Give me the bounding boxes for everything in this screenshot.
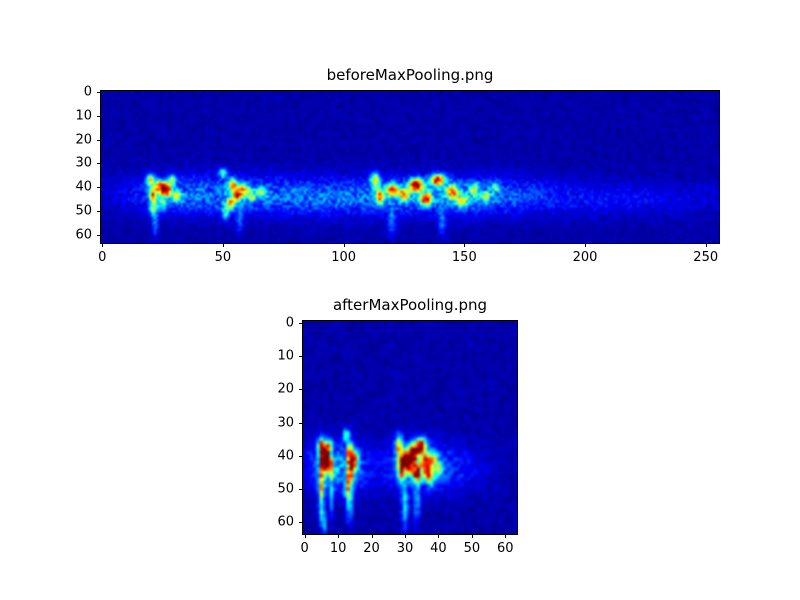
x-tick-mark	[505, 534, 507, 538]
plot-title-before: beforeMaxPooling.png	[326, 66, 494, 84]
x-tick-mark	[471, 534, 473, 538]
y-tick-mark	[97, 92, 101, 94]
y-tick-mark	[97, 210, 101, 212]
y-tick-label: 20	[75, 132, 92, 148]
x-tick-label: 50	[214, 250, 232, 265]
x-tick-label: 0	[300, 541, 309, 556]
x-tick-label: 150	[451, 250, 477, 265]
y-tick-label: 30	[75, 155, 92, 171]
x-tick-label: 250	[693, 250, 719, 265]
y-tick-mark	[299, 455, 303, 457]
y-tick-label: 50	[75, 203, 92, 219]
y-tick-label: 10	[277, 348, 294, 364]
x-tick-label: 100	[331, 250, 357, 265]
y-tick-mark	[299, 489, 303, 491]
x-tick-mark	[585, 243, 587, 247]
y-tick-label: 40	[277, 448, 294, 464]
x-tick-label: 200	[572, 250, 598, 265]
before-maxpooling-plot: beforeMaxPooling.png 0 50 100 150 200 250 0 10…	[75, 66, 720, 265]
x-tick-label: 40	[430, 541, 447, 556]
x-tick-mark	[102, 243, 104, 247]
y-tick-label: 0	[285, 315, 294, 331]
x-tick-mark	[222, 243, 224, 247]
x-tick-mark	[705, 243, 707, 247]
x-tick-label: 10	[329, 541, 347, 556]
y-tick-mark	[299, 522, 303, 524]
x-tick-mark	[371, 534, 373, 538]
y-tick-label: 30	[277, 415, 294, 430]
y-tick-label: 60	[277, 514, 294, 530]
before-x-axis: 0 50 100 150 200 250	[98, 243, 719, 269]
x-tick-label: 50	[463, 541, 481, 556]
x-tick-label: 20	[363, 541, 380, 556]
x-tick-mark	[404, 534, 406, 538]
after-x-axis: 0 10 20 30 40 50 60	[300, 534, 517, 560]
y-tick-mark	[299, 355, 303, 357]
x-tick-mark	[464, 243, 466, 247]
y-tick-label: 50	[277, 481, 294, 497]
x-tick-mark	[304, 534, 306, 538]
plot-title-after: afterMaxPooling.png	[332, 296, 488, 314]
x-tick-label: 0	[98, 250, 107, 265]
y-tick-mark	[97, 139, 101, 141]
after-maxpooling-plot: afterMaxPooling.png 0 10 20 30 40 50 60 0 10 20 3…	[277, 296, 518, 556]
y-tick-label: 10	[75, 108, 92, 124]
y-tick-mark	[299, 322, 303, 324]
x-tick-mark	[438, 534, 440, 538]
y-tick-label: 40	[75, 179, 92, 195]
after-heatmap-canvas	[303, 321, 517, 534]
y-tick-mark	[97, 163, 101, 165]
y-tick-mark	[299, 389, 303, 391]
x-tick-mark	[343, 243, 345, 247]
x-tick-mark	[338, 534, 340, 538]
y-tick-mark	[299, 422, 303, 424]
before-y-axis: 0 10 20 30 40 50 60	[57, 85, 101, 243]
y-tick-label: 20	[277, 381, 294, 397]
y-tick-mark	[97, 115, 101, 117]
y-tick-label: 60	[75, 227, 92, 243]
y-tick-mark	[97, 234, 101, 236]
y-tick-mark	[97, 187, 101, 189]
x-tick-label: 60	[497, 541, 514, 556]
x-tick-label: 30	[396, 541, 414, 556]
before-heatmap-canvas	[101, 91, 719, 243]
y-tick-label: 0	[83, 84, 92, 100]
after-y-axis: 0 10 20 30 40 50 60	[259, 315, 303, 534]
